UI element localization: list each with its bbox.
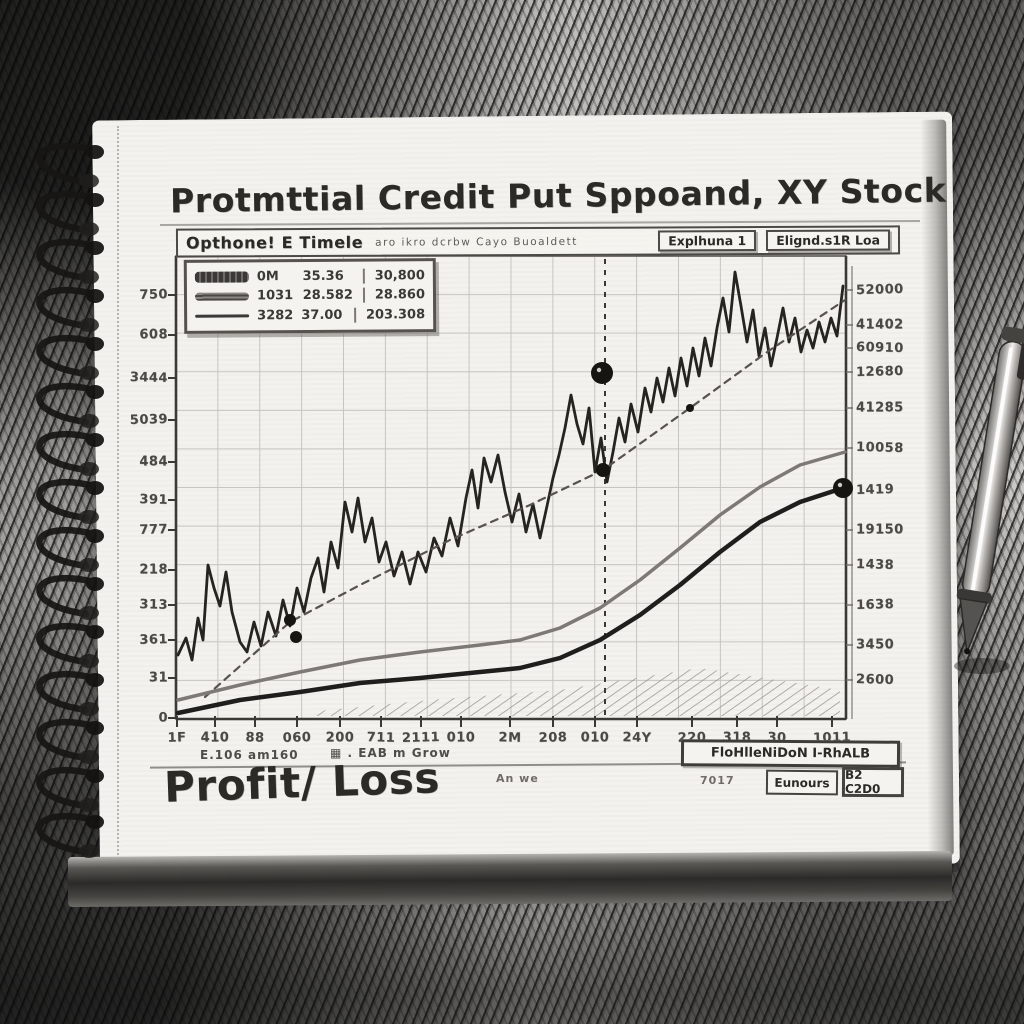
x-axis-note-left: E.106 am160 — [200, 748, 299, 762]
y-axis-title: Profit/ Loss — [163, 753, 441, 812]
axis-tick-label: 5039 — [129, 412, 169, 428]
chart-legend: 0M 35.36 30,800 1031 28.582 28.860 3282 37.00 20… — [183, 258, 437, 334]
axis-tick-label: 200 — [325, 730, 355, 746]
axis-tick-label: 391 — [139, 492, 169, 508]
legend-value: 30,800 — [362, 268, 425, 284]
axis-tick-label: 3450 — [856, 637, 895, 653]
legend-value: 203.308 — [353, 307, 426, 323]
legend-value: 1031 — [256, 288, 294, 304]
toolbar-subtext: aro ikro dcrbw Cayo Buoaldett — [375, 235, 578, 249]
axis-tick-label: 208 — [538, 730, 568, 746]
page-stack-edge — [67, 850, 953, 908]
axis-tick-label: 12680 — [855, 363, 904, 381]
axis-tick-label: 1419 — [855, 482, 895, 498]
axis-tick-label: 1638 — [855, 597, 895, 613]
axis-tick-label: 41285 — [856, 400, 904, 416]
thick-hatched-bar-swatch — [194, 271, 249, 283]
axis-tick-label: 484 — [139, 454, 168, 470]
expand-button-1[interactable]: Explhuna 1 — [658, 230, 757, 252]
axis-tick-label: 711 — [366, 730, 396, 746]
perforation-line — [117, 126, 119, 862]
axis-tick-label: 3444 — [129, 370, 169, 386]
page-edge-shading — [920, 119, 954, 856]
axis-tick-label: 31 — [148, 670, 168, 686]
footer-box-2[interactable]: B2 C2D0 — [841, 766, 905, 798]
axis-tick-label: 1F — [167, 730, 187, 746]
axis-tick-label: 2111 — [401, 730, 441, 746]
axis-tick-label: 52000 — [855, 281, 904, 299]
axis-tick-label: 410 — [200, 730, 230, 746]
toolbar-title: Opthone! E Timele — [185, 232, 364, 253]
axis-tick-label: 313 — [139, 597, 169, 613]
expand-button-2[interactable]: Elignd.s1R Loa — [766, 229, 891, 252]
small-note-2: 7017 — [700, 774, 735, 787]
footer-wide-box[interactable]: FloHlleNiDoN I-RhALB — [680, 739, 901, 768]
legend-row: 3282 37.00 203.308 — [195, 307, 426, 324]
axis-tick-label: 010 — [580, 730, 610, 746]
axis-tick-label: 010 — [446, 730, 476, 746]
axis-tick-label: 060 — [282, 730, 312, 746]
axis-tick-label: 608 — [139, 327, 168, 343]
legend-row: 1031 28.582 28.860 — [194, 287, 426, 305]
legend-row: 0M 35.36 30,800 — [194, 268, 425, 285]
x-axis-note-mid: ▦ . EAB m Grow — [330, 746, 451, 760]
medium-striped-bar-swatch — [194, 292, 250, 301]
legend-value: 3282 — [257, 307, 294, 324]
legend-value: 0M — [256, 269, 279, 285]
axis-tick-label: 41402 — [856, 317, 904, 333]
footer-box-1[interactable]: Eunours — [765, 769, 839, 796]
axis-tick-label: 2600 — [855, 672, 895, 688]
chart-toolbar: Opthone! E Timele aro ikro dcrbw Cayo Bu… — [175, 225, 901, 258]
axis-tick-label: 777 — [139, 522, 169, 538]
axis-tick-label: 88 — [245, 730, 265, 746]
legend-value: 28.582 — [302, 288, 353, 304]
legend-value: 37.00 — [301, 307, 343, 323]
small-note: An we — [496, 772, 539, 785]
axis-tick-label: 2M — [498, 730, 522, 746]
axis-tick-label: 0 — [158, 710, 169, 726]
axis-tick-label: 19150 — [856, 522, 904, 538]
axis-tick-label: 60910 — [855, 339, 904, 357]
legend-value: 28.860 — [362, 287, 426, 304]
axis-tick-label: 750 — [139, 287, 169, 303]
axis-tick-label: 361 — [139, 632, 169, 648]
axis-tick-label: 1438 — [855, 557, 895, 573]
axis-tick-label: 218 — [139, 562, 168, 578]
axis-tick-label: 10058 — [855, 439, 904, 457]
toolbar-buttons: Explhuna 1 Elignd.s1R Loa — [658, 229, 891, 252]
axis-tick-label: 24Y — [622, 730, 652, 746]
legend-value: 35.36 — [302, 268, 344, 285]
thin-line-swatch — [195, 314, 250, 318]
